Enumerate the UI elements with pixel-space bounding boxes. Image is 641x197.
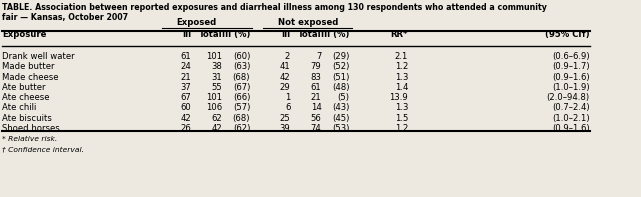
Text: 2.1: 2.1 xyxy=(395,52,408,61)
Text: Ate chili: Ate chili xyxy=(2,103,37,112)
Text: 1.5: 1.5 xyxy=(395,113,408,123)
Text: 13.9: 13.9 xyxy=(390,93,408,102)
Text: 55: 55 xyxy=(212,83,222,92)
Text: 1.2: 1.2 xyxy=(395,124,408,133)
Text: (68): (68) xyxy=(233,113,250,123)
Text: (51): (51) xyxy=(332,73,349,82)
Text: 6: 6 xyxy=(285,103,290,112)
Text: (5): (5) xyxy=(337,93,349,102)
Text: (2.0–94.8): (2.0–94.8) xyxy=(547,93,590,102)
Text: (62): (62) xyxy=(233,124,250,133)
Text: 79: 79 xyxy=(311,62,322,71)
Text: 7: 7 xyxy=(316,52,322,61)
Text: 42: 42 xyxy=(181,113,191,123)
Text: (0.9–1.7): (0.9–1.7) xyxy=(552,62,590,71)
Text: † Confidence interval.: † Confidence interval. xyxy=(2,146,84,152)
Text: 25: 25 xyxy=(279,113,290,123)
Text: Ate biscuits: Ate biscuits xyxy=(2,113,52,123)
Text: 39: 39 xyxy=(279,124,290,133)
Text: 1.4: 1.4 xyxy=(395,83,408,92)
Text: Not exposed: Not exposed xyxy=(278,18,338,27)
Text: (48): (48) xyxy=(332,83,349,92)
Text: Made cheese: Made cheese xyxy=(2,73,58,82)
Text: Ate cheese: Ate cheese xyxy=(2,93,49,102)
Text: 1.3: 1.3 xyxy=(395,73,408,82)
Text: Shoed horses: Shoed horses xyxy=(2,124,60,133)
Text: 74: 74 xyxy=(311,124,322,133)
Text: 106: 106 xyxy=(206,103,222,112)
Text: 1: 1 xyxy=(285,93,290,102)
Text: TABLE. Association between reported exposures and diarrheal illness among 130 re: TABLE. Association between reported expo… xyxy=(2,3,547,22)
Text: (57): (57) xyxy=(233,103,250,112)
Text: Ill: Ill xyxy=(281,30,290,39)
Text: Ate butter: Ate butter xyxy=(2,83,46,92)
Text: Made butter: Made butter xyxy=(2,62,54,71)
Text: (1.0–1.9): (1.0–1.9) xyxy=(552,83,590,92)
Text: 61: 61 xyxy=(311,83,322,92)
Text: (68): (68) xyxy=(233,73,250,82)
Text: (0.9–1.6): (0.9–1.6) xyxy=(552,73,590,82)
Text: 2: 2 xyxy=(285,52,290,61)
Text: 24: 24 xyxy=(181,62,191,71)
Text: (60): (60) xyxy=(233,52,250,61)
Text: 62: 62 xyxy=(212,113,222,123)
Text: (66): (66) xyxy=(233,93,250,102)
Text: (43): (43) xyxy=(332,103,349,112)
Text: (53): (53) xyxy=(332,124,349,133)
Text: 1.2: 1.2 xyxy=(395,62,408,71)
Text: (63): (63) xyxy=(233,62,250,71)
Text: 42: 42 xyxy=(212,124,222,133)
Text: 101: 101 xyxy=(206,52,222,61)
Text: (1.0–2.1): (1.0–2.1) xyxy=(552,113,590,123)
Text: (45): (45) xyxy=(332,113,349,123)
Text: (29): (29) xyxy=(332,52,349,61)
Text: 60: 60 xyxy=(181,103,191,112)
Text: (0.7–2.4): (0.7–2.4) xyxy=(552,103,590,112)
Text: Ill: Ill xyxy=(182,30,191,39)
Text: 1.3: 1.3 xyxy=(395,103,408,112)
Text: 21: 21 xyxy=(181,73,191,82)
Text: Ill (%): Ill (%) xyxy=(222,30,250,39)
Text: 29: 29 xyxy=(279,83,290,92)
Text: (0.9–1.6): (0.9–1.6) xyxy=(552,124,590,133)
Text: (52): (52) xyxy=(332,62,349,71)
Text: Exposure: Exposure xyxy=(2,30,46,39)
Text: Total: Total xyxy=(199,30,222,39)
Text: * Relative risk.: * Relative risk. xyxy=(2,136,57,142)
Text: Drank well water: Drank well water xyxy=(2,52,74,61)
Text: 83: 83 xyxy=(311,73,322,82)
Text: (0.6–6.9): (0.6–6.9) xyxy=(552,52,590,61)
Text: 67: 67 xyxy=(181,93,191,102)
Text: 101: 101 xyxy=(206,93,222,102)
Text: 42: 42 xyxy=(279,73,290,82)
Text: Total: Total xyxy=(298,30,322,39)
Text: RR*: RR* xyxy=(391,30,408,39)
Text: 21: 21 xyxy=(311,93,322,102)
Text: 14: 14 xyxy=(311,103,322,112)
Text: 41: 41 xyxy=(279,62,290,71)
Text: 56: 56 xyxy=(311,113,322,123)
Text: 31: 31 xyxy=(212,73,222,82)
Text: 26: 26 xyxy=(181,124,191,133)
Text: Exposed: Exposed xyxy=(176,18,216,27)
Text: Ill (%): Ill (%) xyxy=(321,30,349,39)
Text: 38: 38 xyxy=(212,62,222,71)
Text: (95% CI†): (95% CI†) xyxy=(545,30,590,39)
Text: 61: 61 xyxy=(181,52,191,61)
Text: 37: 37 xyxy=(181,83,191,92)
Text: (67): (67) xyxy=(233,83,250,92)
